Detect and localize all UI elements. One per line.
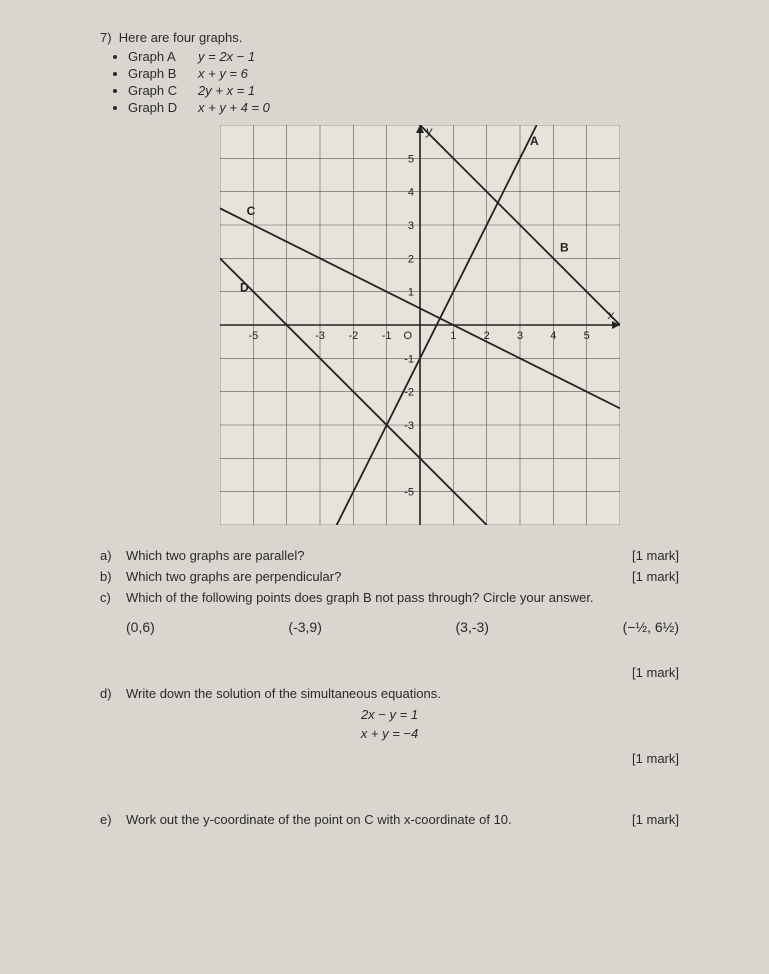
graph-c-eq: 2y + x = 1	[198, 83, 255, 98]
svg-text:2: 2	[407, 253, 413, 265]
svg-text:3: 3	[516, 330, 522, 342]
part-a-mark: [1 mark]	[589, 548, 679, 563]
part-d-mark: [1 mark]	[589, 751, 679, 766]
question-intro: Here are four graphs.	[119, 30, 243, 45]
part-e: e) Work out the y-coordinate of the poin…	[100, 812, 679, 827]
svg-text:B: B	[560, 241, 569, 255]
part-b-label: b)	[100, 569, 126, 584]
graph-c-item: Graph C2y + x = 1	[128, 83, 679, 98]
graph-a-eq: y = 2x − 1	[198, 49, 255, 64]
graph-d-item: Graph Dx + y + 4 = 0	[128, 100, 679, 115]
svg-text:-1: -1	[404, 353, 414, 365]
part-c-options: (0,6) (-3,9) (3,-3) (−½, 6½)	[126, 619, 679, 635]
part-b-text: Which two graphs are perpendicular?	[126, 569, 589, 584]
part-c-label: c)	[100, 590, 126, 605]
part-d-mark-row: [1 mark]	[100, 751, 679, 766]
part-d-eq2: x + y = −4	[100, 726, 679, 741]
part-e-mark: [1 mark]	[589, 812, 679, 827]
svg-text:4: 4	[550, 330, 556, 342]
part-a: a) Which two graphs are parallel? [1 mar…	[100, 548, 679, 563]
graph-c-label: Graph C	[128, 83, 198, 98]
option-1[interactable]: (0,6)	[126, 619, 155, 635]
svg-text:-3: -3	[315, 330, 325, 342]
svg-text:4: 4	[407, 187, 413, 199]
part-c: c) Which of the following points does gr…	[100, 590, 679, 605]
part-d-text: Write down the solution of the simultane…	[126, 686, 679, 701]
part-b: b) Which two graphs are perpendicular? […	[100, 569, 679, 584]
chart-svg: -5-3-2-112345-5-3-2-112345OxyABCD	[220, 125, 620, 525]
part-e-label: e)	[100, 812, 126, 827]
svg-text:3: 3	[407, 220, 413, 232]
svg-text:A: A	[530, 134, 539, 148]
graph-list: Graph Ay = 2x − 1 Graph Bx + y = 6 Graph…	[128, 49, 679, 115]
svg-text:-3: -3	[404, 420, 414, 432]
part-d-eq1: 2x − y = 1	[100, 707, 679, 722]
part-d: d) Write down the solution of the simult…	[100, 686, 679, 701]
graph-a-item: Graph Ay = 2x − 1	[128, 49, 679, 64]
option-2[interactable]: (-3,9)	[288, 619, 321, 635]
option-3[interactable]: (3,-3)	[456, 619, 489, 635]
graph-a-label: Graph A	[128, 49, 198, 64]
part-a-text: Which two graphs are parallel?	[126, 548, 589, 563]
option-4[interactable]: (−½, 6½)	[623, 619, 679, 635]
svg-text:D: D	[240, 281, 249, 295]
part-c-mark: [1 mark]	[589, 665, 679, 680]
part-d-label: d)	[100, 686, 126, 701]
question-header: 7) Here are four graphs.	[100, 30, 679, 45]
graph-d-eq: x + y + 4 = 0	[198, 100, 270, 115]
graph-b-item: Graph Bx + y = 6	[128, 66, 679, 81]
svg-text:C: C	[246, 204, 255, 218]
part-c-mark-row: [1 mark]	[100, 665, 679, 680]
svg-text:-5: -5	[248, 330, 258, 342]
svg-text:-5: -5	[404, 487, 414, 499]
graph-b-eq: x + y = 6	[198, 66, 248, 81]
question-number: 7)	[100, 30, 112, 45]
questions-block: a) Which two graphs are parallel? [1 mar…	[100, 548, 679, 827]
svg-text:1: 1	[450, 330, 456, 342]
graph-b-label: Graph B	[128, 66, 198, 81]
part-e-text: Work out the y-coordinate of the point o…	[126, 812, 589, 827]
svg-text:1: 1	[407, 287, 413, 299]
part-a-label: a)	[100, 548, 126, 563]
graph-d-label: Graph D	[128, 100, 198, 115]
svg-text:5: 5	[407, 153, 413, 165]
svg-text:O: O	[403, 330, 412, 342]
svg-text:5: 5	[583, 330, 589, 342]
part-b-mark: [1 mark]	[589, 569, 679, 584]
svg-text:-1: -1	[381, 330, 391, 342]
part-c-text: Which of the following points does graph…	[126, 590, 679, 605]
chart-figure: -5-3-2-112345-5-3-2-112345OxyABCD	[160, 125, 679, 528]
svg-text:-2: -2	[348, 330, 358, 342]
